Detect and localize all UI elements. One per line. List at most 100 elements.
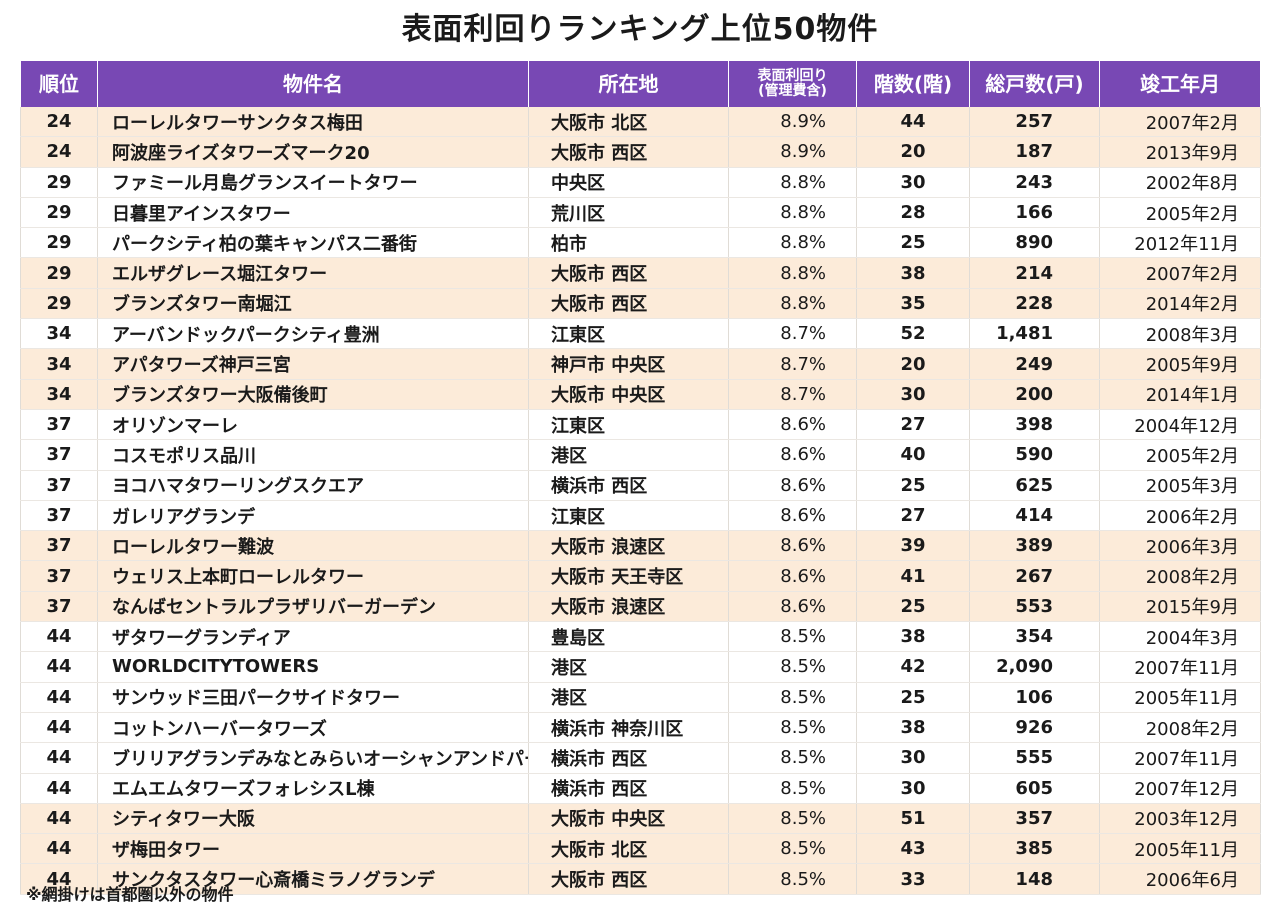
cell-units: 106	[969, 682, 1100, 713]
cell-completed: 2007年11月	[1099, 651, 1261, 683]
cell-floors: 35	[856, 288, 970, 320]
cell-rank: 37	[20, 591, 98, 623]
cell-property-name: コットンハーバータワーズ	[97, 712, 529, 744]
cell-yield: 8.7%	[728, 348, 857, 380]
cell-rank: 29	[20, 257, 98, 289]
cell-property-name: エルザグレース堀江タワー	[97, 257, 529, 289]
cell-floors: 41	[856, 560, 970, 592]
cell-property-name: エムエムタワーズフォレシスL棟	[97, 773, 529, 804]
cell-floors: 25	[856, 470, 970, 501]
page-title: 表面利回りランキング上位50物件	[401, 12, 879, 47]
cell-floors: 27	[856, 500, 970, 532]
cell-yield: 8.6%	[728, 560, 857, 592]
cell-rank: 44	[20, 833, 98, 865]
cell-floors: 38	[856, 257, 970, 289]
cell-completed: 2013年9月	[1099, 136, 1261, 168]
cell-yield: 8.8%	[728, 197, 857, 229]
cell-floors: 39	[856, 530, 970, 562]
cell-property-name: ブリリアグランデみなとみらいオーシャンアンドパーク	[97, 742, 529, 774]
cell-completed: 2004年3月	[1099, 621, 1261, 653]
cell-rank: 37	[20, 530, 98, 562]
header-yield-line1: 表面利回り	[757, 67, 828, 84]
cell-property-name: WORLDCITYTOWERS	[97, 651, 529, 683]
cell-rank: 37	[20, 470, 98, 501]
table-row: 37 なんばセントラルプラザリバーガーデン 大阪市 浪速区 8.6% 25 553 2015…	[20, 591, 1261, 623]
cell-units: 357	[969, 803, 1100, 835]
cell-location: 港区	[528, 651, 729, 683]
cell-yield: 8.5%	[728, 621, 857, 653]
cell-yield: 8.8%	[728, 257, 857, 289]
cell-units: 214	[969, 257, 1100, 289]
table-row: 37 ガレリアグランデ 江東区 8.6% 27 414 2006年2月	[20, 500, 1261, 532]
cell-property-name: ローレルタワー難波	[97, 530, 529, 562]
cell-floors: 38	[856, 712, 970, 744]
table-row: 34 アーバンドックパークシティ豊洲 江東区 8.7% 52 1,481 2008年3月	[20, 318, 1261, 350]
cell-property-name: ローレルタワーサンクタス梅田	[97, 107, 529, 138]
footnote: ※網掛けは首都圏以外の物件	[26, 885, 234, 904]
header-units: 総戸数(戸)	[969, 61, 1100, 107]
cell-units: 389	[969, 530, 1100, 562]
cell-property-name: ウェリス上本町ローレルタワー	[97, 560, 529, 592]
cell-location: 大阪市 天王寺区	[528, 560, 729, 592]
table-row: 37 オリゾンマーレ 江東区 8.6% 27 398 2004年12月	[20, 409, 1261, 441]
cell-yield: 8.9%	[728, 107, 857, 138]
cell-yield: 8.5%	[728, 833, 857, 865]
table-row: 44 ザ梅田タワー 大阪市 北区 8.5% 43 385 2005年11月	[20, 833, 1261, 865]
header-yield-line2: (管理費含)	[758, 83, 827, 99]
cell-floors: 28	[856, 197, 970, 229]
cell-property-name: サンクタスタワー心斎橋ミラノグランデ	[97, 863, 529, 895]
cell-property-name: ブランズタワー南堀江	[97, 288, 529, 320]
cell-location: 大阪市 西区	[528, 257, 729, 289]
table-row: 44 シティタワー大阪 大阪市 中央区 8.5% 51 357 2003年12月	[20, 803, 1261, 835]
cell-property-name: ガレリアグランデ	[97, 500, 529, 532]
cell-units: 243	[969, 167, 1100, 198]
cell-yield: 8.6%	[728, 470, 857, 501]
cell-rank: 34	[20, 379, 98, 410]
table-row: 34 アパタワーズ神戸三宮 神戸市 中央区 8.7% 20 249 2005年9月	[20, 348, 1261, 380]
table-row: 37 ローレルタワー難波 大阪市 浪速区 8.6% 39 389 2006年3月	[20, 530, 1261, 562]
cell-floors: 51	[856, 803, 970, 835]
cell-yield: 8.5%	[728, 773, 857, 804]
table-row: 44 サンクタスタワー心斎橋ミラノグランデ 大阪市 西区 8.5% 33 148 2006年…	[20, 863, 1261, 895]
cell-floors: 20	[856, 136, 970, 168]
cell-location: 港区	[528, 682, 729, 713]
cell-units: 1,481	[969, 318, 1100, 350]
cell-property-name: ザ梅田タワー	[97, 833, 529, 865]
cell-location: 横浜市 西区	[528, 470, 729, 501]
table-row: 37 ウェリス上本町ローレルタワー 大阪市 天王寺区 8.6% 41 267 2008年2月	[20, 560, 1261, 592]
cell-completed: 2005年11月	[1099, 833, 1261, 865]
cell-location: 大阪市 西区	[528, 288, 729, 320]
cell-location: 柏市	[528, 227, 729, 259]
cell-property-name: アパタワーズ神戸三宮	[97, 348, 529, 380]
table-row: 44 ザタワーグランディア 豊島区 8.5% 38 354 2004年3月	[20, 621, 1261, 653]
cell-location: 大阪市 浪速区	[528, 591, 729, 623]
cell-yield: 8.7%	[728, 318, 857, 350]
cell-units: 187	[969, 136, 1100, 168]
cell-rank: 37	[20, 439, 98, 471]
cell-units: 385	[969, 833, 1100, 865]
cell-floors: 44	[856, 107, 970, 138]
table-row: 24 阿波座ライズタワーズマーク20 大阪市 西区 8.9% 20 187 2013年9月	[20, 136, 1261, 168]
cell-units: 267	[969, 560, 1100, 592]
table-row: 29 日暮里アインスタワー 荒川区 8.8% 28 166 2005年2月	[20, 197, 1261, 229]
cell-location: 大阪市 中央区	[528, 803, 729, 835]
header-floors: 階数(階)	[856, 61, 970, 107]
cell-floors: 27	[856, 409, 970, 441]
cell-rank: 37	[20, 560, 98, 592]
cell-units: 605	[969, 773, 1100, 804]
cell-rank: 29	[20, 167, 98, 198]
cell-property-name: 日暮里アインスタワー	[97, 197, 529, 229]
cell-location: 大阪市 西区	[528, 863, 729, 895]
header-location: 所在地	[528, 61, 729, 107]
table-body: 24 ローレルタワーサンクタス梅田 大阪市 北区 8.9% 44 257 2007年2月 24…	[20, 107, 1261, 895]
cell-yield: 8.9%	[728, 136, 857, 168]
ranking-table: 順位 物件名 所在地 表面利回り (管理費含) 階数(階) 総戸数(戸) 竣工年…	[20, 61, 1261, 895]
cell-completed: 2006年3月	[1099, 530, 1261, 562]
cell-yield: 8.6%	[728, 530, 857, 562]
cell-yield: 8.5%	[728, 682, 857, 713]
cell-floors: 25	[856, 227, 970, 259]
cell-yield: 8.6%	[728, 439, 857, 471]
cell-location: 江東区	[528, 500, 729, 532]
cell-location: 荒川区	[528, 197, 729, 229]
cell-units: 200	[969, 379, 1100, 410]
